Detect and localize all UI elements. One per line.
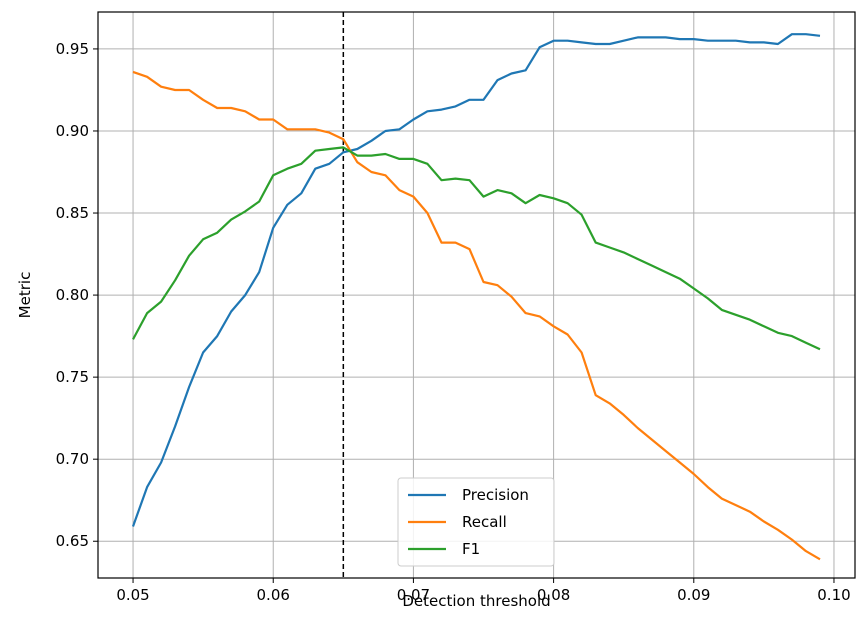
x-tick-label: 0.09	[677, 586, 710, 604]
legend-box	[397, 477, 555, 567]
x-tick-label: 0.10	[817, 586, 850, 604]
legend-label: Recall	[462, 513, 507, 531]
series-line-recall	[132, 70, 821, 561]
y-tick-label: 0.70	[56, 450, 89, 468]
series-lines	[131, 33, 821, 561]
x-tick-label: 0.07	[397, 586, 430, 604]
grid	[98, 12, 855, 578]
x-axis-ticks: 0.05 0.06 0.07 0.08 0.09 0.10	[116, 578, 851, 604]
y-tick-label: 0.95	[56, 40, 89, 58]
legend-label: Precision	[462, 486, 529, 504]
y-tick-label: 0.90	[56, 122, 89, 140]
y-tick-label: 0.85	[56, 204, 89, 222]
legend-label: F1	[462, 540, 480, 558]
series-line-precision	[131, 33, 821, 527]
x-axis-label: Detection threshold	[402, 592, 550, 610]
x-tick-label: 0.05	[116, 586, 149, 604]
legend: Precision Recall F1	[397, 477, 555, 567]
y-tick-label: 0.65	[56, 532, 89, 550]
y-axis-label: Metric	[16, 272, 34, 319]
series-line-f1	[132, 146, 821, 351]
y-axis-ticks: 0.65 0.70 0.75 0.80 0.85 0.90 0.95	[56, 40, 98, 550]
x-tick-label: 0.08	[537, 586, 570, 604]
y-tick-label: 0.75	[56, 368, 89, 386]
y-tick-label: 0.80	[56, 286, 89, 304]
x-tick-label: 0.06	[257, 586, 290, 604]
